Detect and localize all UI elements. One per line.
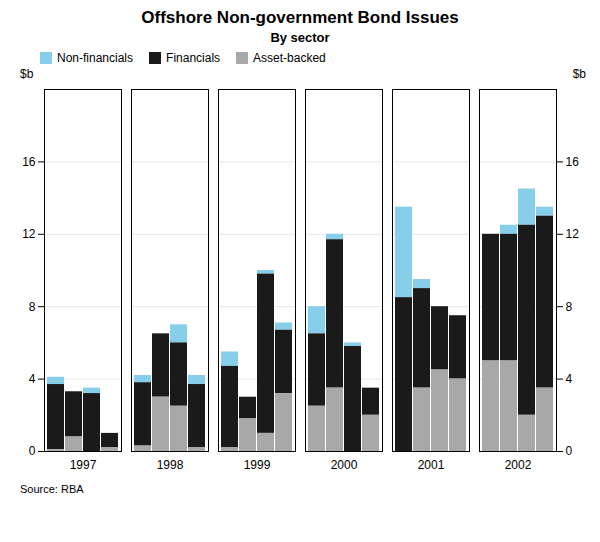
html-text:Non-financials: Non-financials [57,51,133,65]
svg-text:4: 4 [566,372,573,386]
svg-text:8: 8 [29,300,36,314]
html-text:Financials: Financials [166,51,221,65]
html-text:$b: $b [572,67,586,81]
html-text:Asset-backed: Asset-backed [253,51,326,65]
svg-text:2002: 2002 [505,458,532,472]
html-text:By sector: By sector [270,30,330,45]
svg-text:12: 12 [566,227,580,241]
svg-text:12: 12 [22,227,36,241]
svg-text:16: 16 [566,155,580,169]
html-text:Source: RBA: Source: RBA [20,483,84,495]
svg-text:2000: 2000 [331,458,358,472]
svg-text:8: 8 [566,300,573,314]
svg-text:16: 16 [22,155,36,169]
html-text:$b: $b [20,67,34,81]
svg-text:1999: 1999 [244,458,271,472]
svg-text:4: 4 [29,372,36,386]
svg-text:0: 0 [29,444,36,458]
svg-text:2001: 2001 [418,458,445,472]
svg-text:1997: 1997 [70,458,97,472]
html-text:Offshore Non-government Bond I: Offshore Non-government Bond Issues [141,8,459,27]
svg-text:0: 0 [566,444,573,458]
svg-text:1998: 1998 [157,458,184,472]
